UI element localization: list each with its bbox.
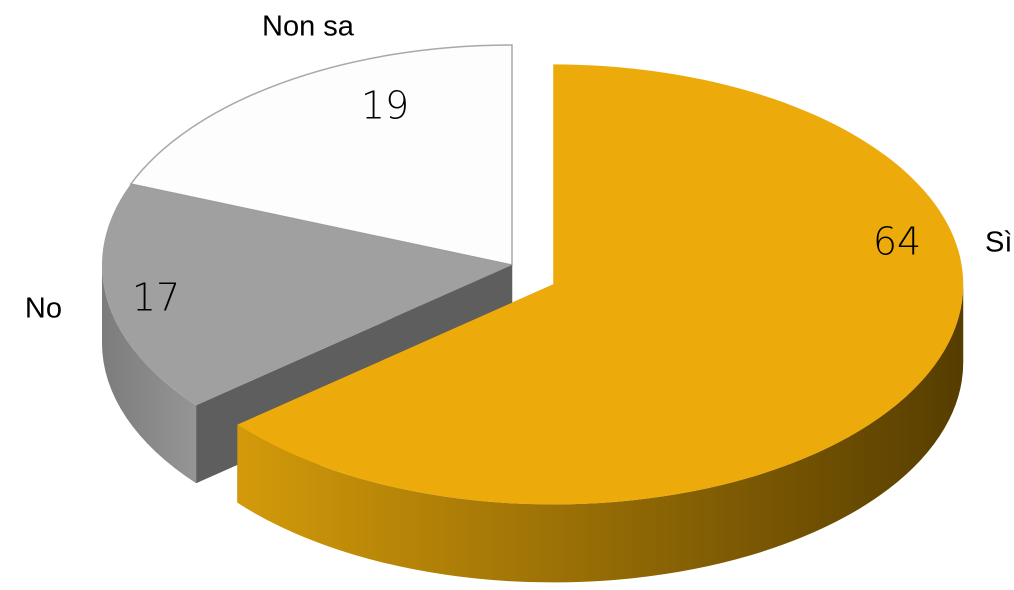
pie-slice bbox=[237, 64, 964, 505]
slice-side bbox=[102, 265, 197, 484]
category-label: Sì bbox=[985, 227, 1012, 259]
value-label: 64 bbox=[873, 220, 921, 264]
category-label: No bbox=[25, 293, 62, 325]
category-label: Non sa bbox=[262, 11, 355, 43]
slice-side bbox=[237, 284, 964, 583]
value-label: 19 bbox=[361, 84, 409, 128]
value-label: 17 bbox=[132, 276, 180, 320]
pie-slice bbox=[102, 184, 513, 406]
pie-slice bbox=[129, 44, 513, 266]
